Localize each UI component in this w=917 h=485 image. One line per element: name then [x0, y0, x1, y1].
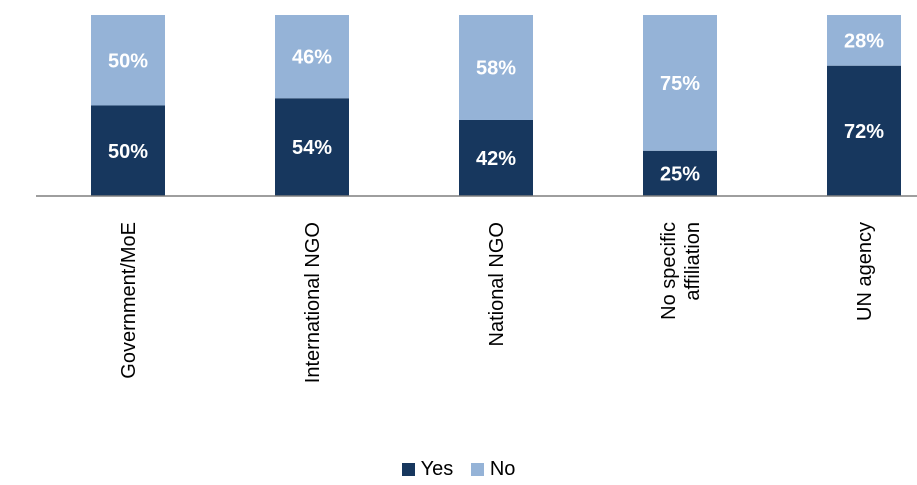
- bar-yes-un-agency: [827, 65, 901, 197]
- bar-no-national-ngo: [459, 15, 533, 120]
- bar-no-government-moe: [91, 15, 165, 106]
- legend-item-no: No: [470, 458, 516, 481]
- legend: Yes No: [0, 458, 917, 482]
- bars-group: 50% 50% 54% 46% 42% 58% 25% 75% 72% 28%: [91, 15, 901, 197]
- data-label-no-national-ngo: 58%: [476, 57, 516, 79]
- legend-item-yes: Yes: [401, 458, 454, 481]
- data-label-yes-government-moe: 50%: [108, 141, 148, 163]
- data-label-no-no-specific-affiliation: 75%: [660, 73, 700, 95]
- category-label-un-agency: UN agency: [854, 222, 876, 321]
- legend-label-yes: Yes: [420, 458, 454, 480]
- data-label-no-government-moe: 50%: [108, 50, 148, 72]
- bar-no-no-specific-affiliation: [643, 15, 717, 151]
- category-label-no-specific-affiliation-line-1: No specific: [658, 222, 680, 320]
- bar-no-international-ngo: [275, 15, 349, 99]
- bar-yes-no-specific-affiliation: [643, 150, 717, 196]
- category-labels: Government/MoE International NGO National …: [118, 222, 876, 383]
- data-label-yes-un-agency: 72%: [844, 121, 884, 143]
- data-label-no-un-agency: 28%: [844, 30, 884, 52]
- data-label-yes-national-ngo: 42%: [476, 148, 516, 170]
- data-label-yes-no-specific-affiliation: 25%: [660, 163, 700, 185]
- legend-swatch-no: [470, 463, 484, 476]
- bar-yes-government-moe: [91, 105, 165, 196]
- legend-label-no: No: [489, 458, 516, 480]
- bar-yes-international-ngo: [275, 98, 349, 196]
- category-label-no-specific-affiliation-line-2: affiliation: [682, 222, 704, 301]
- bar-no-un-agency: [827, 15, 901, 66]
- bar-yes-national-ngo: [459, 119, 533, 196]
- data-label-yes-international-ngo: 54%: [292, 137, 332, 159]
- data-label-no-international-ngo: 46%: [292, 47, 332, 69]
- category-label-international-ngo: International NGO: [302, 222, 324, 383]
- legend-swatch-yes: [401, 463, 415, 476]
- category-label-national-ngo: National NGO: [486, 222, 508, 347]
- category-label-government-moe: Government/MoE: [118, 222, 140, 379]
- stacked-bar-chart: 50% 50% 54% 46% 42% 58% 25% 75% 72% 28% Governmen…: [36, 15, 917, 383]
